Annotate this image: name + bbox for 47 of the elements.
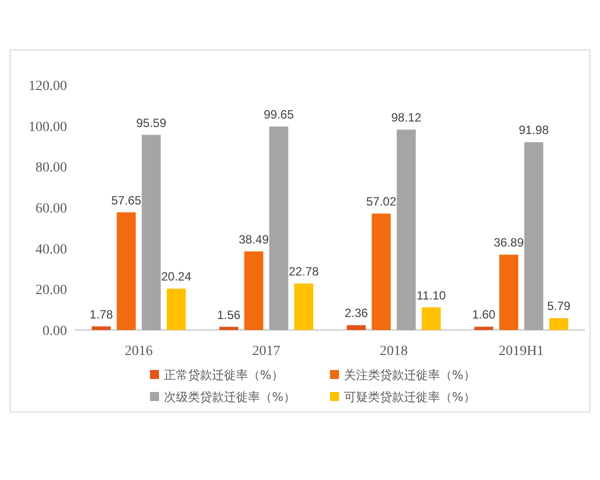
y-tick-label: 20.00 <box>36 283 67 298</box>
data-label: 99.65 <box>264 108 294 122</box>
bar <box>346 325 366 330</box>
legend-label: 关注类贷款迁徙率（%） <box>344 368 476 382</box>
data-label: 36.89 <box>494 236 524 250</box>
data-label: 20.24 <box>161 270 192 284</box>
data-label: 2.36 <box>344 306 368 320</box>
y-tick-label: 120.00 <box>28 79 67 94</box>
data-label: 1.60 <box>472 308 496 322</box>
legend-label: 次级类贷款迁徙率（%） <box>164 390 296 404</box>
bar <box>294 283 314 330</box>
data-label: 91.98 <box>518 123 550 138</box>
data-label: 1.56 <box>217 308 241 322</box>
data-label: 5.79 <box>547 299 571 314</box>
data-label: 57.02 <box>366 194 397 209</box>
bar <box>269 126 288 330</box>
bar <box>244 251 264 330</box>
y-tick-label: 100.00 <box>28 120 67 135</box>
bar <box>396 130 416 330</box>
x-tick-label: 2018 <box>380 344 408 359</box>
bar <box>499 254 518 330</box>
data-label: 22.78 <box>288 264 320 278</box>
bar <box>166 288 186 330</box>
data-label: 57.65 <box>111 193 142 208</box>
data-label: 95.59 <box>136 116 167 130</box>
legend-label: 可疑类贷款迁徙率（%） <box>344 390 476 404</box>
bar <box>116 212 136 330</box>
x-tick-label: 2016 <box>124 344 153 359</box>
x-tick-label: 2017 <box>252 344 280 359</box>
legend-label: 正常贷款迁徙率（%） <box>164 368 284 382</box>
y-tick-label: 60.00 <box>36 202 67 216</box>
bar <box>219 326 238 330</box>
y-tick-label: 80.00 <box>36 160 67 176</box>
y-tick-label: 40.00 <box>36 242 67 258</box>
bar <box>549 318 568 330</box>
bar <box>422 307 441 330</box>
bar <box>474 326 494 330</box>
data-label: 38.49 <box>238 232 270 246</box>
y-tick-label: 0.00 <box>42 324 67 339</box>
x-tick-label: 2019H1 <box>498 344 544 359</box>
bar <box>92 326 111 330</box>
data-label: 1.78 <box>90 307 114 322</box>
bar <box>372 214 391 330</box>
bar <box>524 142 544 330</box>
data-label: 98.12 <box>391 110 422 125</box>
data-label: 11.10 <box>416 288 446 302</box>
bar <box>142 134 161 330</box>
